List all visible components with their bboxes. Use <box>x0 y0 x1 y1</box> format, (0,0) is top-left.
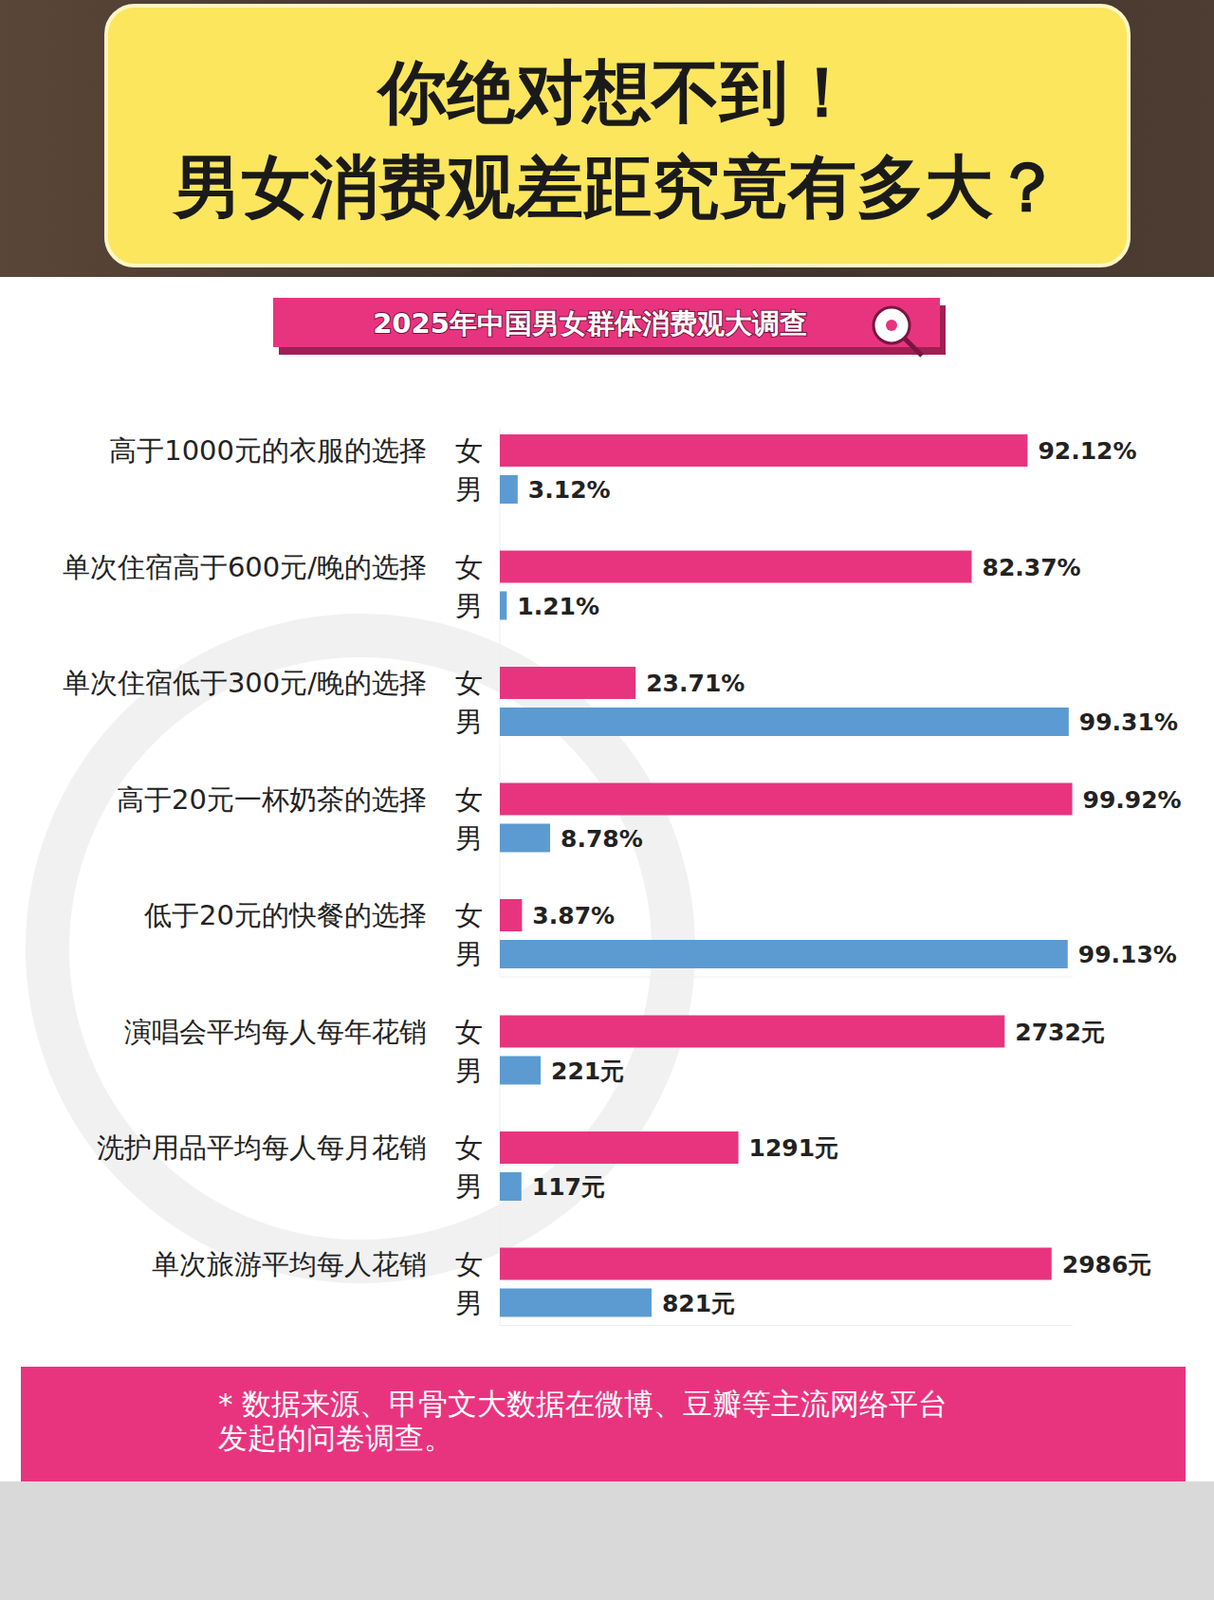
source-note: * 数据来源、甲骨文大数据在微博、豆瓣等主流网络平台发起的问卷调查。 <box>218 1386 968 1455</box>
photo-background <box>0 0 1214 277</box>
axis-line <box>499 976 1073 978</box>
data-label: 23.71% <box>645 669 745 698</box>
series-label: 男 <box>455 938 483 971</box>
bar <box>499 939 1068 969</box>
axis-line <box>499 427 501 977</box>
title-icon <box>885 319 898 332</box>
data-label: 92.12% <box>1037 437 1137 465</box>
bars <box>499 434 1073 969</box>
bars <box>499 1015 1052 1318</box>
data-label: 821元 <box>662 1289 736 1318</box>
page: {"banner": {"lines": ["你绝对想不到！", "男女消费观差… <box>0 0 1214 1600</box>
title-bar <box>273 297 940 348</box>
bar <box>499 591 507 621</box>
bar <box>499 824 551 853</box>
series-label: 男 <box>455 1170 483 1203</box>
bar <box>499 475 518 504</box>
canvas: 你绝对想不到！ 男女消费观差距究竟有多大？ 2025年中国男女群体消费观大调查高于1… <box>0 0 1214 1600</box>
series-label: 男 <box>455 1054 483 1087</box>
banner-text: 你绝对想不到！ <box>375 52 857 132</box>
category-label: 单次旅游平均每人花销 <box>151 1248 427 1281</box>
bar <box>499 666 636 699</box>
bar <box>499 434 1028 467</box>
bar <box>499 1288 652 1318</box>
data-label: 1291元 <box>749 1134 840 1162</box>
bar <box>499 1015 1005 1049</box>
series-label: 女 <box>455 1131 483 1164</box>
data-label: 99.92% <box>1083 786 1182 814</box>
data-label: 3.87% <box>532 901 615 930</box>
bar <box>499 551 973 584</box>
banner-text: 男女消费观差距究竟有多大？ <box>171 147 1062 227</box>
series-label: 女 <box>455 434 483 467</box>
series-label: 女 <box>455 666 483 699</box>
category-label: 低于20元的快餐的选择 <box>144 899 427 932</box>
series-label: 男 <box>455 589 483 623</box>
data-label: 221元 <box>551 1057 625 1086</box>
bar <box>499 1172 522 1201</box>
category-label: 洗护用品平均每人每月花销 <box>96 1131 427 1164</box>
category-label: 高于20元一杯奶茶的选择 <box>116 783 427 816</box>
chart-background <box>0 276 1214 1482</box>
series-label: 女 <box>455 551 483 584</box>
data-label: 1.21% <box>516 592 600 621</box>
data-label: 82.37% <box>982 553 1082 582</box>
series-label: 女 <box>455 899 483 932</box>
bar <box>499 783 1073 816</box>
series-label: 男 <box>455 473 483 506</box>
title-icon <box>904 338 922 356</box>
note-box <box>20 1366 1186 1482</box>
series-label: 男 <box>455 1287 483 1320</box>
axis-line <box>499 1324 1073 1326</box>
category-label: 高于1000元的衣服的选择 <box>109 434 427 467</box>
bottom-background <box>0 1481 1214 1600</box>
title-icon <box>873 307 910 344</box>
bar <box>499 707 1069 736</box>
data-label: 2986元 <box>1062 1250 1153 1279</box>
bar <box>499 899 522 932</box>
series-label: 男 <box>455 705 483 738</box>
bar <box>499 1248 1052 1281</box>
chart-title: 2025年中国男女群体消费观大调查 <box>372 307 808 340</box>
data-label: 3.12% <box>528 476 611 504</box>
category-label: 单次住宿高于600元/晚的选择 <box>62 551 427 584</box>
bar <box>499 1131 739 1164</box>
note-container: * 数据来源、甲骨文大数据在微博、豆瓣等主流网络平台发起的问卷调查。 <box>218 1386 977 1477</box>
data-label: 117元 <box>532 1173 606 1201</box>
category-label: 单次住宿低于300元/晚的选择 <box>62 666 427 699</box>
data-label: 99.13% <box>1078 940 1178 969</box>
series-label: 女 <box>455 1248 483 1281</box>
series-label: 男 <box>455 822 483 855</box>
category-label: 演唱会平均每人每年花销 <box>124 1015 427 1049</box>
series-label: 女 <box>455 783 483 816</box>
series-label: 女 <box>455 1015 483 1049</box>
banner-box <box>106 5 1129 266</box>
data-label: 8.78% <box>560 825 644 853</box>
bar <box>499 1056 541 1086</box>
data-label: 2732元 <box>1014 1018 1105 1047</box>
data-label: 99.31% <box>1079 708 1178 736</box>
